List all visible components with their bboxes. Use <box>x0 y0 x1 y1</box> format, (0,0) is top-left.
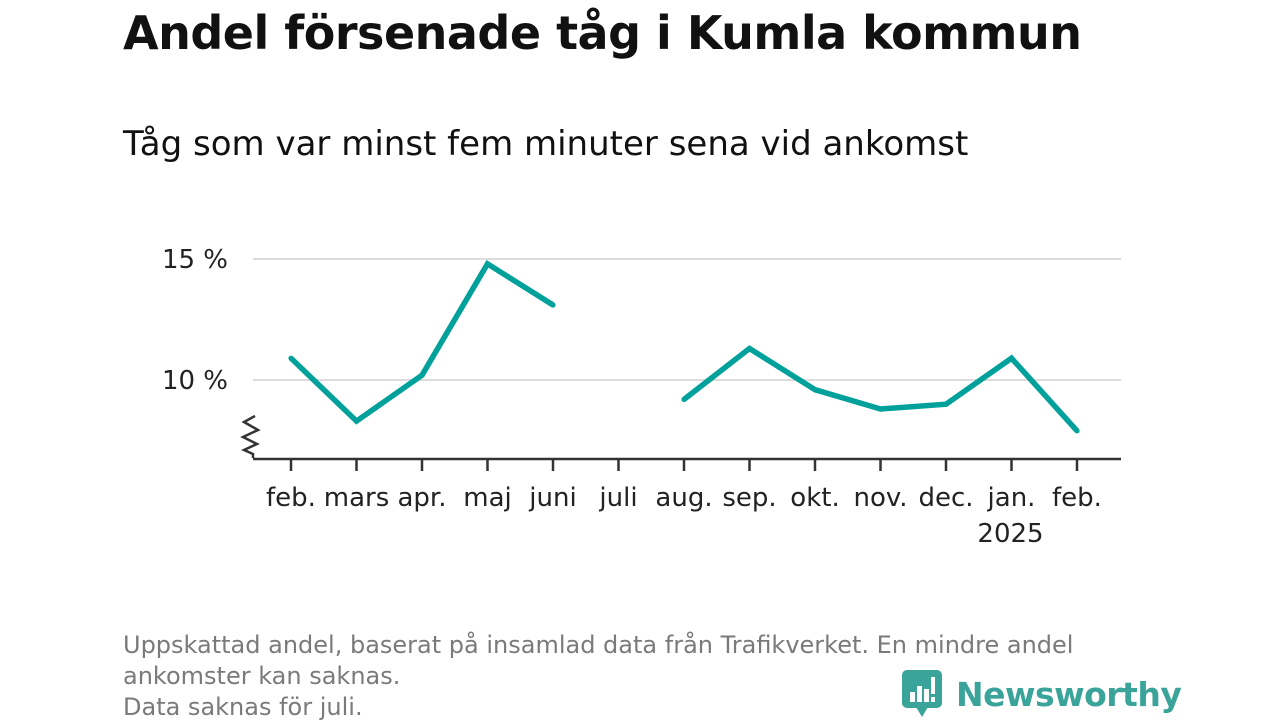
y-tick-label: 10 % <box>162 366 228 396</box>
x-axis-tick-labels: feb. mars apr. maj juni juli aug. sep. okt. nov. d… <box>266 483 1102 549</box>
newsworthy-brand: Newsworthy <box>902 669 1182 719</box>
x-axis-ticks <box>289 459 1079 471</box>
series-line-segment <box>682 345 1080 433</box>
x-tick-label: juli <box>598 483 637 513</box>
footnote-line: Uppskattad andel, baserat på insamlad da… <box>123 631 1074 659</box>
data-point <box>943 401 949 407</box>
data-point <box>746 345 753 352</box>
data-point <box>353 418 360 424</box>
brand-name: Newsworthy <box>956 674 1182 714</box>
data-point <box>484 261 491 267</box>
footnote-line: ankomster kan saknas. <box>123 662 401 690</box>
newsworthy-logo-icon <box>902 670 942 717</box>
data-point <box>550 302 556 308</box>
footnote: Uppskattad andel, baserat på insamlad da… <box>123 630 1163 723</box>
data-point <box>812 387 818 393</box>
x-tick-label: feb. <box>1052 483 1102 513</box>
x-year-label: 2025 <box>977 519 1043 549</box>
x-tick-label: maj <box>463 483 511 513</box>
x-tick-label: dec. <box>918 483 973 513</box>
gridlines <box>253 258 1121 381</box>
x-tick-label: juni <box>528 483 576 513</box>
chart-title: Andel försenade tåg i Kumla kommun <box>123 6 1082 60</box>
footnote-line: Data saknas för juli. <box>123 693 363 721</box>
data-point <box>1074 428 1080 434</box>
data-point <box>877 406 884 412</box>
x-tick-label: feb. <box>266 483 316 513</box>
x-tick-label: jan. <box>987 483 1036 513</box>
x-tick-label: nov. <box>853 483 907 513</box>
data-point <box>419 372 425 378</box>
x-tick-label: aug. <box>655 483 712 513</box>
x-tick-label: sep. <box>722 483 776 513</box>
series-line-segment <box>289 259 555 425</box>
x-tick-label: apr. <box>397 483 446 513</box>
x-tick-label: okt. <box>790 483 839 513</box>
x-tick-label: mars <box>324 483 390 513</box>
y-axis-tick-labels: 10 % 15 % <box>162 245 228 396</box>
data-point <box>288 355 294 361</box>
y-tick-label: 15 % <box>162 245 228 275</box>
data-series <box>288 259 1080 434</box>
data-point <box>1008 355 1015 361</box>
data-point <box>681 396 687 402</box>
chart-subtitle: Tåg som var minst fem minuter sena vid a… <box>123 124 969 164</box>
y-axis-break-icon <box>240 414 261 458</box>
